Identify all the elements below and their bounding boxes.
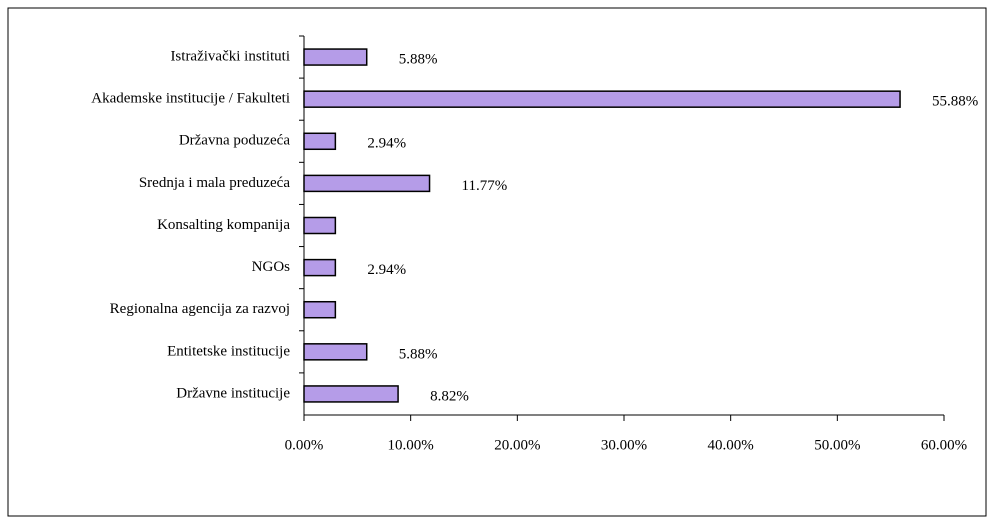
bar (303, 48, 368, 66)
x-tick-label: 60.00% (921, 437, 967, 453)
data-label: 55.88% (932, 94, 978, 110)
y-tick-label: Istraživački instituti (170, 48, 290, 64)
bar (303, 343, 368, 361)
data-label: 11.77% (462, 178, 508, 194)
data-label: 8.82% (430, 388, 469, 404)
y-tick-label: Akademske institucije / Fakulteti (91, 91, 290, 107)
data-label: 5.88% (399, 51, 438, 67)
x-tick-label: 10.00% (388, 437, 434, 453)
bar (303, 385, 399, 403)
bar (303, 300, 337, 319)
y-tick-label: Konsalting kompanija (157, 217, 290, 233)
x-tick-label: 20.00% (494, 437, 540, 453)
y-tick-label: NGOs (252, 259, 290, 275)
bar (303, 90, 901, 108)
x-tick-label: 50.00% (814, 437, 860, 453)
y-tick-label: Srednja i mala preduzeća (139, 175, 291, 191)
bar (303, 216, 337, 235)
y-tick-label: Regionalna agencija za razvoj (110, 301, 290, 317)
x-tick-label: 40.00% (708, 437, 754, 453)
x-tick-label: 0.00% (285, 437, 324, 453)
bar (303, 258, 337, 277)
bar (303, 132, 337, 151)
x-tick-label: 30.00% (601, 437, 647, 453)
y-tick-label: Entitetske institucije (167, 343, 290, 359)
y-tick-label: Državne institucije (176, 385, 290, 401)
data-label: 2.94% (367, 262, 406, 278)
bar (303, 174, 431, 193)
data-label: 2.94% (367, 136, 406, 152)
data-label: 5.88% (399, 346, 438, 362)
y-tick-label: Državna poduzeća (179, 133, 291, 149)
